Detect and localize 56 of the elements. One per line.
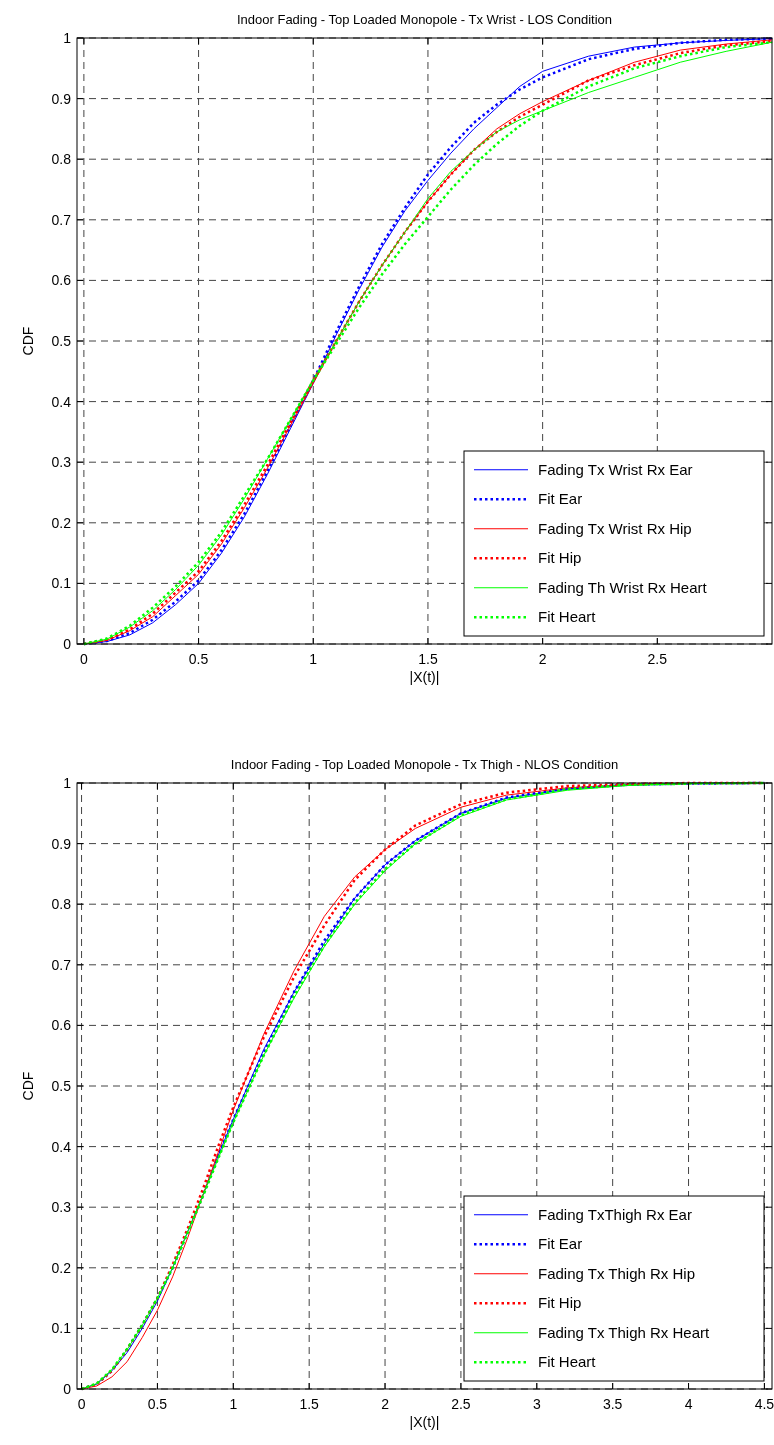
y-tick-label: 0.3 bbox=[51, 1199, 72, 1216]
legend-label: Fading TxThigh Rx Ear bbox=[538, 1205, 692, 1223]
chart-title: Indoor Fading - Top Loaded Monopole - Tx Thigh - NLOS Condition bbox=[230, 757, 619, 772]
x-tick-label: 4 bbox=[684, 1396, 693, 1412]
y-tick-label: 0.8 bbox=[51, 896, 72, 913]
x-tick-label: 2.5 bbox=[451, 1396, 471, 1412]
y-tick-label: 0 bbox=[63, 636, 72, 652]
legend-label: Fit Hip bbox=[538, 1294, 582, 1312]
x-axis-title: |X(t)| bbox=[409, 669, 440, 685]
y-tick-label: 0.4 bbox=[51, 1138, 72, 1155]
x-tick-label: 0.5 bbox=[188, 651, 209, 667]
y-axis-title: CDF bbox=[20, 326, 36, 356]
y-tick-label: 0.9 bbox=[51, 835, 72, 852]
x-tick-label: 2.5 bbox=[647, 651, 668, 667]
y-tick-label: 0.6 bbox=[51, 1017, 72, 1034]
x-tick-label: 1.5 bbox=[299, 1396, 320, 1412]
legend-label: Fading Tx Wrist Rx Ear bbox=[538, 460, 693, 478]
legend-label: Fit Ear bbox=[538, 1235, 583, 1253]
legend-label: Fading Tx Wrist Rx Hip bbox=[538, 519, 692, 537]
x-tick-label: 1 bbox=[309, 651, 318, 667]
x-tick-label: 0 bbox=[79, 651, 88, 667]
y-tick-label: 0.7 bbox=[51, 211, 72, 228]
legend-label: Fit Heart bbox=[538, 608, 597, 626]
y-tick-label: 1 bbox=[63, 30, 72, 46]
x-tick-label: 2 bbox=[381, 1396, 390, 1412]
y-tick-label: 0.2 bbox=[51, 1259, 72, 1276]
y-tick-label: 0.2 bbox=[51, 514, 72, 531]
x-tick-label: 1.5 bbox=[418, 651, 438, 667]
x-tick-label: 1 bbox=[229, 1396, 238, 1412]
y-tick-label: 0.5 bbox=[51, 1078, 72, 1094]
x-axis-title: |X(t)| bbox=[409, 1414, 440, 1430]
y-tick-label: 0.3 bbox=[51, 454, 72, 471]
y-tick-label: 1 bbox=[63, 775, 72, 791]
chart-title: Indoor Fading - Top Loaded Monopole - Tx Wrist - LOS Condition bbox=[236, 12, 613, 27]
y-tick-label: 0.4 bbox=[51, 393, 72, 410]
legend-label: Fit Ear bbox=[538, 490, 583, 508]
x-tick-label: 0 bbox=[77, 1396, 86, 1412]
y-tick-label: 0.7 bbox=[51, 956, 72, 973]
x-tick-label: 3 bbox=[532, 1396, 541, 1412]
y-tick-label: 0 bbox=[63, 1381, 72, 1397]
y-tick-label: 0.1 bbox=[51, 575, 72, 592]
x-tick-label: 4.5 bbox=[754, 1396, 774, 1412]
legend-label: Fit Heart bbox=[538, 1353, 597, 1371]
x-tick-label: 2 bbox=[538, 651, 547, 667]
y-tick-label: 0.9 bbox=[51, 90, 72, 107]
y-axis-title: CDF bbox=[20, 1071, 36, 1101]
y-tick-label: 0.5 bbox=[51, 333, 72, 349]
y-tick-label: 0.1 bbox=[51, 1320, 72, 1337]
x-tick-label: 0.5 bbox=[147, 1396, 168, 1412]
legend-label: Fading Tx Thigh Rx Hip bbox=[538, 1264, 696, 1282]
y-tick-label: 0.8 bbox=[51, 151, 72, 168]
x-tick-label: 3.5 bbox=[602, 1396, 623, 1412]
legend-label: Fading Tx Thigh Rx Heart bbox=[538, 1323, 711, 1341]
y-tick-label: 0.6 bbox=[51, 272, 72, 289]
legend-label: Fit Hip bbox=[538, 549, 582, 567]
legend-label: Fading Th Wrist Rx Heart bbox=[538, 578, 708, 596]
